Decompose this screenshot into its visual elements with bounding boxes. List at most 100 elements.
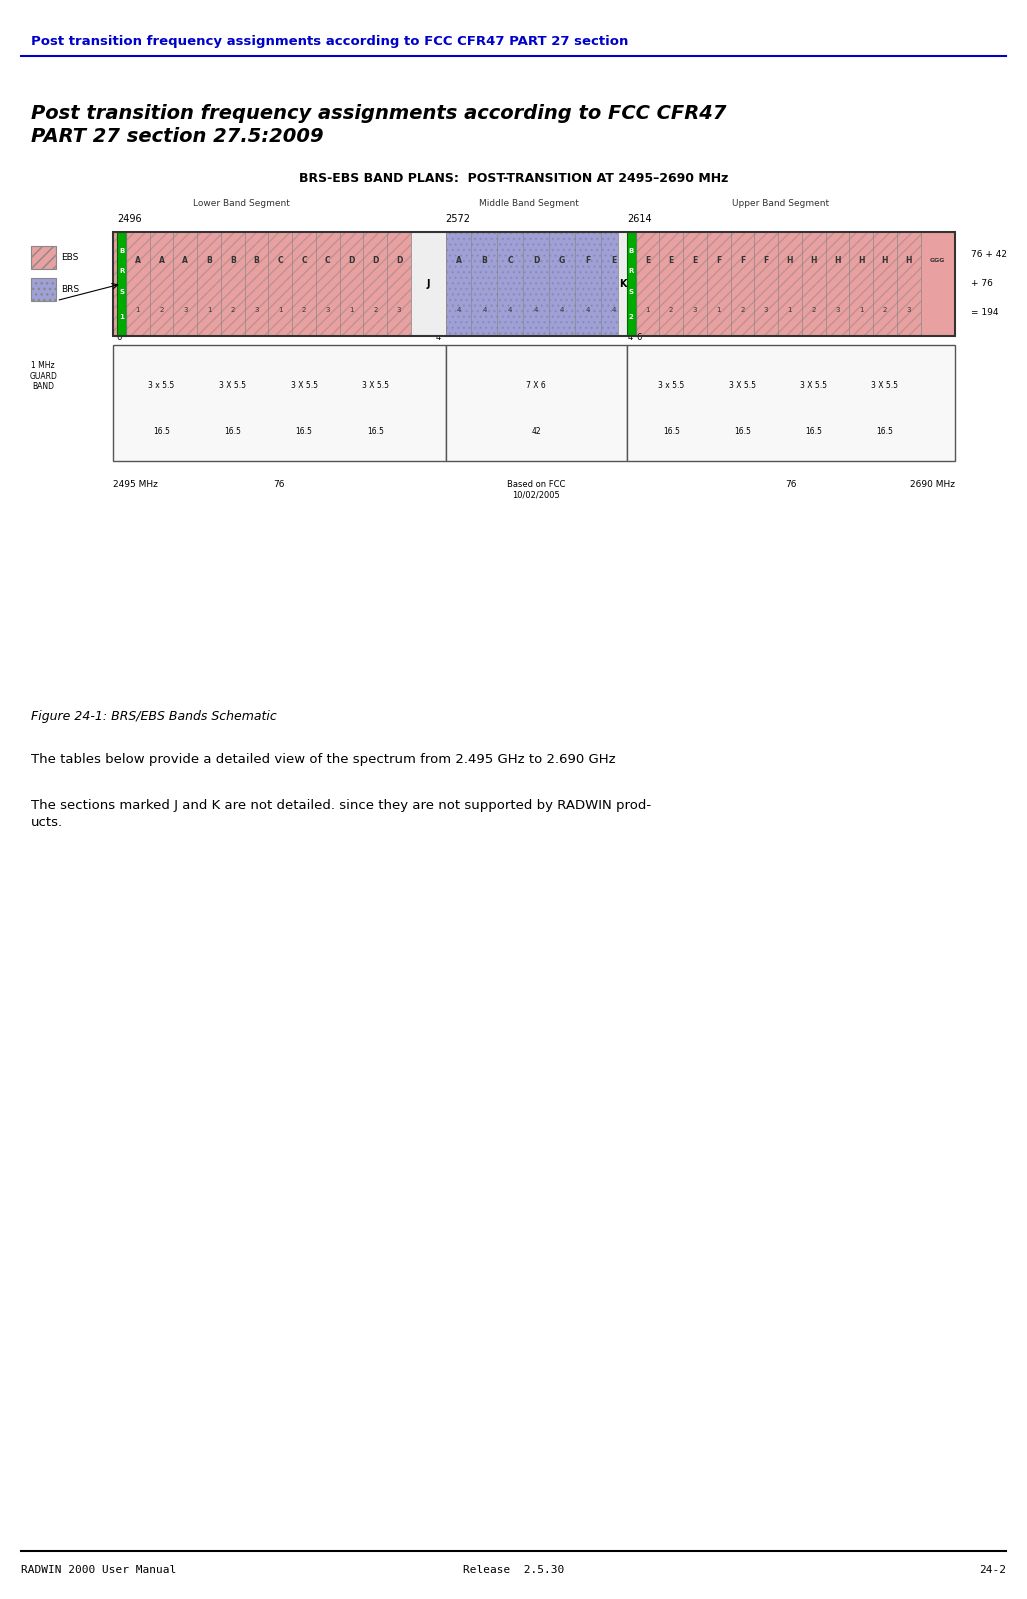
Text: 1: 1	[349, 307, 354, 313]
Text: 4: 4	[456, 307, 461, 313]
Text: BRS: BRS	[62, 285, 80, 294]
Text: GGG: GGG	[930, 259, 946, 264]
Text: J: J	[426, 278, 430, 289]
Text: 16.5: 16.5	[876, 427, 893, 437]
Text: C: C	[277, 256, 283, 265]
Bar	[117, 232, 126, 336]
Text: E: E	[611, 256, 616, 265]
Text: 1: 1	[717, 307, 721, 313]
Bar	[446, 345, 626, 461]
Text: H: H	[810, 256, 816, 265]
Text: B: B	[482, 256, 487, 265]
Text: Lower Band Segment: Lower Band Segment	[193, 198, 290, 208]
Text: C: C	[507, 256, 514, 265]
Text: 2572: 2572	[446, 214, 470, 224]
Text: 3 X 5.5: 3 X 5.5	[291, 381, 317, 390]
Text: 76: 76	[786, 480, 797, 489]
Text: H: H	[882, 256, 888, 265]
Text: B: B	[230, 256, 235, 265]
Text: 3: 3	[692, 307, 697, 313]
Text: 6: 6	[116, 333, 121, 342]
Text: Middle Band Segment: Middle Band Segment	[479, 198, 579, 208]
Text: 2496: 2496	[117, 214, 142, 224]
Text: The tables below provide a detailed view of the spectrum from 2.495 GHz to 2.690: The tables below provide a detailed view…	[31, 753, 615, 766]
Text: 2690 MHz: 2690 MHz	[910, 480, 955, 489]
Text: F: F	[739, 256, 745, 265]
Bar	[626, 345, 955, 461]
Text: Figure 24-1: BRS/EBS Bands Schematic: Figure 24-1: BRS/EBS Bands Schematic	[31, 710, 276, 723]
Bar	[31, 246, 56, 269]
Text: 24-2: 24-2	[980, 1565, 1006, 1575]
Text: 2: 2	[159, 307, 163, 313]
Text: B: B	[629, 248, 634, 254]
Text: C: C	[325, 256, 331, 265]
Text: 3 X 5.5: 3 X 5.5	[220, 381, 246, 390]
Text: 7 X 6: 7 X 6	[526, 381, 546, 390]
Text: 16.5: 16.5	[296, 427, 312, 437]
Bar	[113, 232, 446, 336]
Text: 76 + 42: 76 + 42	[971, 249, 1006, 259]
Text: D: D	[395, 256, 403, 265]
Text: R: R	[629, 269, 634, 275]
Text: 42: 42	[531, 427, 541, 437]
Text: 4: 4	[585, 307, 591, 313]
Text: F: F	[585, 256, 591, 265]
Bar	[113, 345, 446, 461]
Text: 16.5: 16.5	[734, 427, 751, 437]
Text: B: B	[119, 248, 124, 254]
Text: Post transition frequency assignments according to FCC CFR47 PART 27 section: Post transition frequency assignments ac…	[31, 35, 629, 48]
Bar	[920, 232, 955, 336]
Bar	[626, 232, 636, 336]
Text: 16.5: 16.5	[153, 427, 170, 437]
Text: 2: 2	[629, 313, 634, 320]
Text: 4: 4	[435, 333, 441, 342]
Text: 3: 3	[907, 307, 911, 313]
Text: 1 MHz
GUARD
BAND: 1 MHz GUARD BAND	[29, 361, 58, 392]
Text: 4: 4	[508, 307, 512, 313]
Bar	[411, 232, 446, 336]
Text: F: F	[763, 256, 769, 265]
Bar	[446, 232, 626, 336]
Text: 3: 3	[396, 307, 402, 313]
Text: 2: 2	[373, 307, 378, 313]
Bar	[446, 232, 626, 336]
Text: E: E	[692, 256, 697, 265]
Text: 3: 3	[764, 307, 768, 313]
Text: 4: 4	[560, 307, 564, 313]
Text: 3: 3	[255, 307, 259, 313]
Text: 3 x 5.5: 3 x 5.5	[658, 381, 684, 390]
Text: RADWIN 2000 User Manual: RADWIN 2000 User Manual	[21, 1565, 176, 1575]
Text: 6: 6	[637, 333, 642, 342]
Text: 1: 1	[645, 307, 650, 313]
Text: = 194: = 194	[971, 309, 998, 318]
Text: D: D	[533, 256, 539, 265]
Bar	[31, 278, 56, 301]
Text: 3: 3	[326, 307, 330, 313]
Text: E: E	[645, 256, 650, 265]
Text: B: B	[254, 256, 260, 265]
Text: 4: 4	[612, 307, 616, 313]
Text: Based on FCC
10/02/2005: Based on FCC 10/02/2005	[507, 480, 566, 500]
Text: F: F	[716, 256, 721, 265]
Text: 1: 1	[136, 307, 140, 313]
Text: 16.5: 16.5	[367, 427, 384, 437]
Text: D: D	[348, 256, 354, 265]
Text: 2: 2	[231, 307, 235, 313]
Text: 4: 4	[534, 307, 538, 313]
Text: Post transition frequency assignments according to FCC CFR47
PART 27 section 27.: Post transition frequency assignments ac…	[31, 104, 726, 147]
Text: 1: 1	[278, 307, 282, 313]
Text: A: A	[183, 256, 188, 265]
Text: H: H	[906, 256, 912, 265]
Text: BRS-EBS BAND PLANS:  POST-TRANSITION AT 2495–2690 MHz: BRS-EBS BAND PLANS: POST-TRANSITION AT 2…	[299, 173, 728, 185]
Text: K: K	[619, 278, 626, 289]
Text: Upper Band Segment: Upper Band Segment	[732, 198, 829, 208]
Text: 2: 2	[302, 307, 306, 313]
Text: S: S	[629, 289, 634, 296]
Text: + 76: + 76	[971, 280, 992, 288]
Text: 16.5: 16.5	[224, 427, 241, 437]
Text: R: R	[119, 269, 124, 275]
Text: 1: 1	[206, 307, 212, 313]
Text: S: S	[119, 289, 124, 296]
Bar	[618, 232, 626, 336]
Text: B: B	[206, 256, 212, 265]
